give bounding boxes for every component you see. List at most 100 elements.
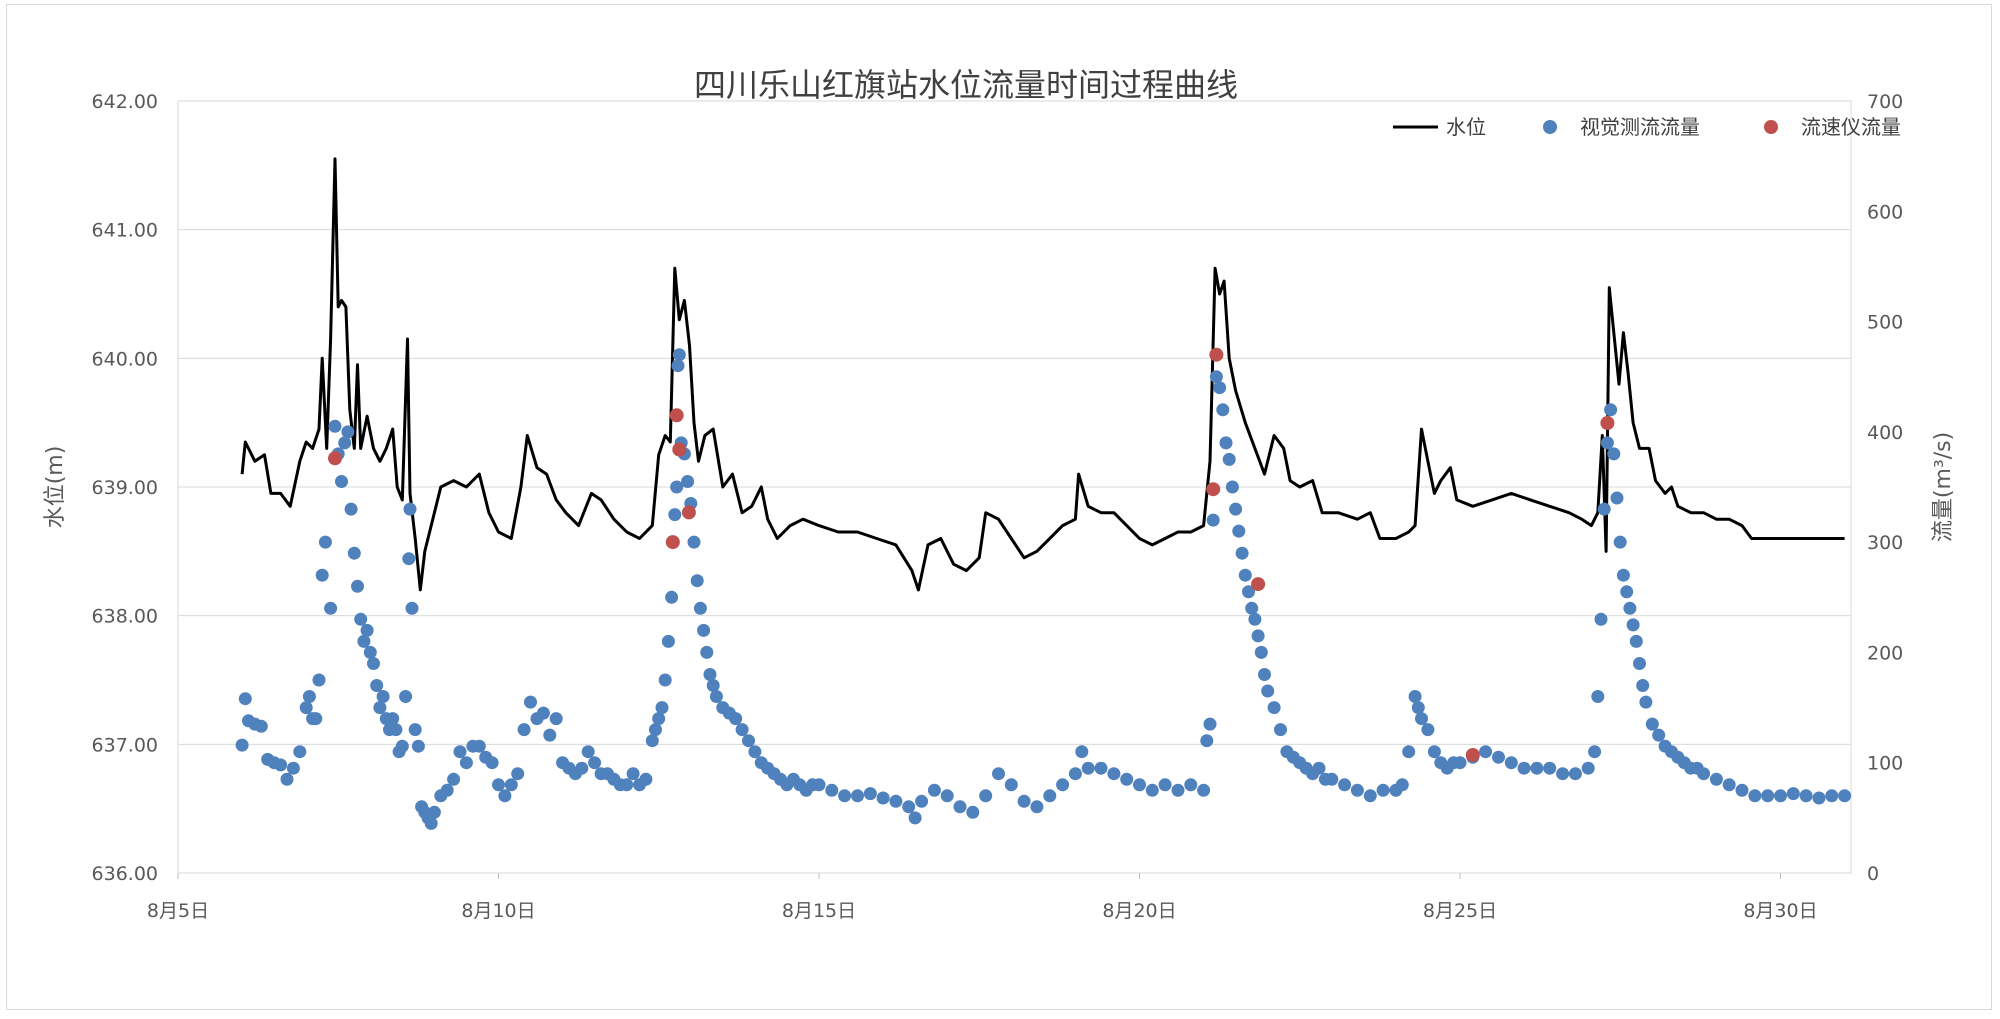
visual-flow-point (639, 772, 653, 786)
visual-flow-point (1203, 717, 1217, 731)
visual-flow-point (1620, 585, 1634, 599)
meter-flow-point (1465, 748, 1480, 762)
visual-flow-point (536, 706, 550, 720)
visual-flow-point (293, 745, 307, 759)
meter-flow-point (1206, 482, 1221, 497)
visual-flow-point (1748, 789, 1762, 803)
visual-flow-point (367, 657, 380, 670)
visual-flow-point (399, 690, 413, 703)
visual-flow-point (889, 794, 903, 808)
series-visual-flow (235, 348, 1852, 830)
visual-flow-point (703, 668, 717, 681)
visual-flow-point (1604, 403, 1618, 417)
visual-flow-point (1261, 684, 1275, 698)
meter-flow-point (665, 535, 680, 550)
visual-flow-point (1133, 778, 1146, 792)
visual-flow-point (1415, 712, 1428, 726)
left-tick-label: 636.00 (92, 863, 158, 885)
visual-flow-point (1056, 778, 1070, 792)
visual-flow-point (1722, 778, 1736, 792)
visual-flow-point (693, 601, 707, 615)
visual-flow-point (424, 816, 438, 830)
visual-flow-point (863, 787, 877, 801)
visual-flow-point (1222, 452, 1236, 466)
plot-area (235, 157, 1852, 830)
visual-flow-point (979, 789, 993, 803)
visual-flow-point (668, 508, 682, 522)
visual-flow-point (405, 601, 419, 615)
x-tick-label: 8月10日 (461, 900, 535, 922)
visual-flow-point (649, 723, 662, 737)
visual-flow-point (549, 712, 563, 726)
visual-flow-point (395, 739, 409, 753)
visual-flow-point (1581, 761, 1595, 775)
visual-flow-point (543, 728, 557, 742)
visual-flow-point (447, 772, 461, 786)
meter-flow-point (1209, 347, 1224, 362)
visual-flow-point (1197, 783, 1211, 797)
visual-flow-point (1107, 767, 1121, 781)
legend-label-meter-flow: 流速仪流量 (1801, 115, 1901, 139)
visual-flow-point (328, 419, 342, 433)
visual-flow-point (453, 745, 467, 759)
visual-flow-point (1094, 761, 1108, 775)
visual-flow-point (742, 734, 755, 748)
visual-flow-point (351, 579, 364, 593)
visual-flow-point (908, 811, 922, 825)
visual-flow-point (1206, 513, 1220, 527)
visual-flow-point (670, 480, 684, 494)
visual-flow-point (344, 502, 358, 516)
visual-flow-point (661, 634, 675, 648)
visual-flow-point (1600, 436, 1614, 450)
visual-flow-point (318, 535, 332, 549)
visual-flow-point (1312, 761, 1326, 775)
visual-flow-point (1421, 723, 1435, 737)
visual-flow-point (709, 690, 723, 703)
visual-flow-point (1639, 695, 1653, 709)
x-axis-ticks: 8月5日 8月10日 8月15日 8月20日 8月25日 8月30日 (147, 873, 1818, 922)
chart-title: 四川乐山红旗站水位流量时间过程曲线 (694, 66, 1238, 104)
visual-flow-point (1607, 447, 1621, 461)
visual-flow-point (1254, 645, 1268, 659)
visual-flow-point (1120, 772, 1134, 786)
visual-flow-point (927, 783, 941, 797)
visual-flow-point (1610, 491, 1624, 505)
visual-flow-point (1588, 745, 1602, 759)
left-tick-label: 639.00 (92, 477, 158, 499)
visual-flow-point (1735, 783, 1749, 797)
visual-flow-point (1145, 783, 1159, 797)
visual-flow-point (504, 778, 518, 792)
legend-red-dot (1764, 120, 1778, 134)
visual-flow-point (1402, 745, 1416, 759)
visual-flow-point (1812, 791, 1826, 805)
visual-flow-point (440, 783, 454, 797)
visual-flow-point (1030, 800, 1044, 814)
visual-flow-point (1517, 761, 1531, 775)
visual-flow-point (652, 712, 666, 726)
visual-flow-point (286, 761, 300, 775)
right-tick-label: 500 (1867, 312, 1903, 334)
visual-flow-point (1479, 745, 1493, 759)
visual-flow-point (1017, 794, 1031, 808)
x-tick-label: 8月25日 (1423, 900, 1497, 922)
left-tick-label: 642.00 (92, 91, 158, 113)
visual-flow-point (1235, 546, 1249, 560)
visual-flow-point (706, 679, 720, 692)
visual-flow-point (729, 712, 743, 726)
visual-flow-point (1774, 789, 1787, 803)
left-tick-label: 637.00 (92, 734, 158, 756)
visual-flow-point (1081, 761, 1095, 775)
visual-flow-point (357, 634, 371, 648)
visual-flow-point (517, 723, 531, 737)
meter-flow-point (328, 451, 342, 466)
meter-flow-point (672, 442, 687, 457)
visual-flow-point (408, 723, 422, 737)
x-tick-label: 8月20日 (1102, 900, 1176, 922)
visual-flow-point (735, 723, 749, 737)
visual-flow-point (1645, 717, 1659, 731)
meter-flow-point (1600, 416, 1615, 430)
visual-flow-point (1258, 668, 1271, 681)
visual-flow-point (238, 692, 252, 706)
visual-flow-point (1229, 502, 1243, 516)
